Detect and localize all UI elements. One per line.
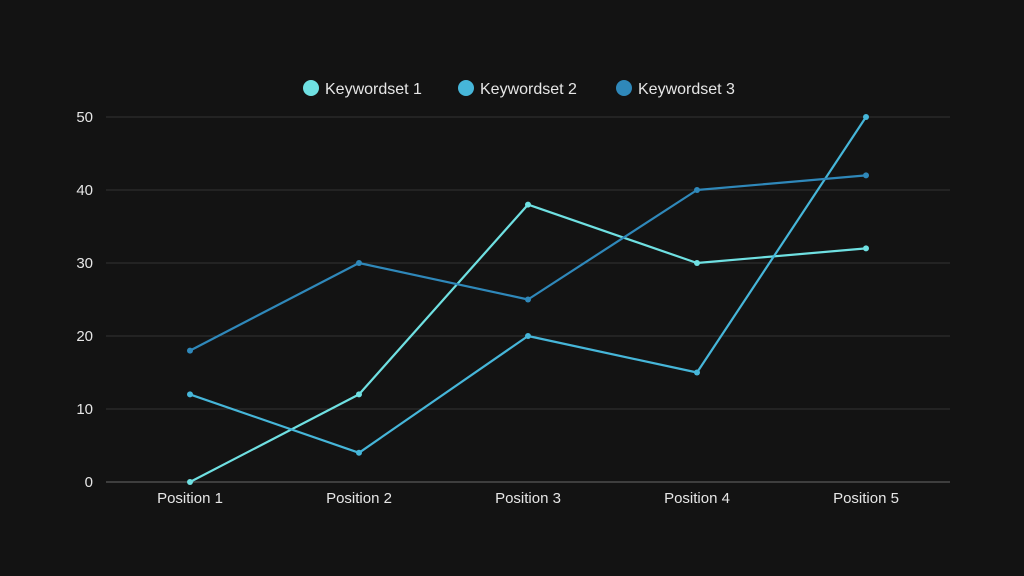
data-point xyxy=(525,296,531,303)
y-tick-label: 20 xyxy=(76,328,93,345)
data-point xyxy=(694,260,700,266)
data-point xyxy=(356,260,362,266)
y-tick-label: 0 xyxy=(85,474,93,491)
y-axis-ticks: 0 10 20 30 40 50 xyxy=(76,109,93,491)
y-tick-label: 50 xyxy=(76,109,93,126)
data-point xyxy=(525,333,531,339)
data-point xyxy=(187,479,193,485)
x-tick-label: Position 4 xyxy=(664,490,730,507)
data-point xyxy=(863,114,869,120)
legend-label-2: Keywordset 2 xyxy=(480,81,577,98)
series-line-1 xyxy=(189,203,867,483)
data-point xyxy=(694,369,700,376)
data-point xyxy=(525,201,531,208)
data-point xyxy=(187,391,193,398)
y-tick-label: 10 xyxy=(76,401,93,418)
data-point xyxy=(863,172,869,179)
legend: Keywordset 1 Keywordset 2 Keywordset 3 xyxy=(303,80,735,98)
series-line-2 xyxy=(189,116,867,454)
x-tick-label: Position 5 xyxy=(833,490,899,507)
x-tick-label: Position 1 xyxy=(157,490,223,507)
data-point xyxy=(356,391,362,398)
legend-marker-2 xyxy=(458,80,474,96)
series-lines xyxy=(187,114,869,485)
data-point xyxy=(863,245,869,252)
data-point xyxy=(694,187,700,193)
data-point xyxy=(356,449,362,456)
legend-marker-3 xyxy=(616,80,632,96)
x-axis-ticks: Position 1 Position 2 Position 3 Position 4… xyxy=(157,490,899,507)
legend-marker-1 xyxy=(303,80,319,96)
legend-label-3: Keywordset 3 xyxy=(638,81,735,98)
y-tick-label: 30 xyxy=(76,255,93,272)
legend-label-1: Keywordset 1 xyxy=(325,81,422,98)
data-point xyxy=(187,347,193,354)
y-tick-label: 40 xyxy=(76,182,93,199)
x-tick-label: Position 2 xyxy=(326,490,392,507)
x-tick-label: Position 3 xyxy=(495,490,561,507)
